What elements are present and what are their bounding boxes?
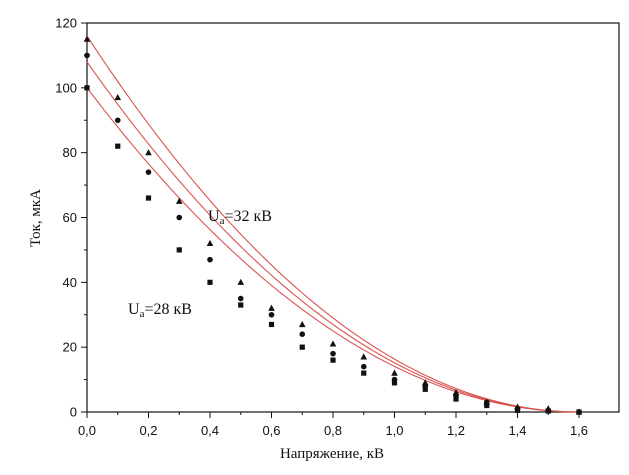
square-marker	[514, 407, 521, 413]
x-tick-label: 1,0	[385, 423, 403, 438]
circle-marker	[360, 363, 367, 370]
x-tick-label: 0,8	[324, 423, 342, 438]
triangle-marker	[329, 340, 337, 347]
square-marker	[484, 402, 490, 409]
triangle-marker	[268, 304, 275, 311]
circle-marker	[84, 52, 90, 59]
circle-marker	[237, 295, 244, 302]
circle-marker	[114, 117, 121, 124]
triangle-marker	[83, 35, 91, 42]
fit-curve-circle	[86, 61, 580, 413]
x-tick-label: 1,6	[570, 423, 588, 438]
fit-curve-triangle	[86, 35, 580, 413]
triangle-marker	[391, 369, 398, 376]
y-tick-label: 100	[55, 80, 77, 95]
square-marker	[238, 302, 244, 308]
square-marker	[145, 195, 152, 201]
triangle-marker	[114, 93, 122, 101]
circle-marker	[176, 214, 183, 221]
circle-marker	[268, 311, 275, 318]
annotation-32kv: Ua=32 кВ	[208, 208, 272, 227]
square-marker	[115, 143, 121, 149]
square-marker	[330, 357, 336, 363]
x-tick-label: 0,2	[139, 423, 157, 438]
annotation-32kv-main: U	[208, 208, 220, 225]
square-marker	[453, 396, 459, 402]
y-axis-title: Ток, мкА	[28, 189, 44, 247]
circle-marker	[299, 331, 306, 338]
triangle-marker	[237, 278, 245, 285]
square-marker	[545, 408, 551, 414]
square-marker	[422, 386, 428, 392]
annotation-32kv-sub: a	[220, 215, 225, 227]
square-marker	[576, 409, 582, 415]
fit-curve-square	[86, 87, 580, 413]
circle-marker	[145, 169, 152, 175]
plot-frame	[86, 22, 620, 413]
triangle-marker	[360, 353, 368, 360]
annotation-32kv-rest: =32 кВ	[224, 208, 271, 225]
y-tick-label: 0	[70, 405, 77, 420]
data-markers	[83, 35, 583, 415]
triangle-marker	[206, 239, 214, 247]
y-tick-label: 60	[63, 210, 77, 225]
circle-marker	[330, 350, 336, 357]
triangle-marker	[145, 149, 152, 156]
annotation-28kv: Ua=28 кВ	[128, 301, 192, 320]
y-tick-label: 40	[63, 275, 77, 290]
square-marker	[207, 279, 213, 285]
x-tick-label: 1,2	[447, 423, 465, 438]
annotation-28kv-main: U	[128, 301, 140, 318]
annotation-28kv-sub: a	[140, 308, 145, 320]
circle-marker	[207, 256, 213, 263]
x-axis-title: Напряжение, кВ	[280, 446, 384, 462]
square-marker	[84, 85, 90, 91]
fit-curves	[86, 35, 580, 413]
x-tick-label: 0,6	[262, 423, 280, 438]
square-marker	[176, 247, 182, 253]
square-marker	[391, 380, 398, 386]
triangle-marker	[175, 197, 183, 204]
x-tick-label: 0,4	[201, 423, 219, 438]
square-marker	[361, 370, 367, 376]
y-tick-label: 20	[63, 340, 77, 355]
triangle-marker	[298, 320, 306, 328]
y-tick-label: 120	[55, 16, 77, 31]
square-marker	[299, 344, 305, 350]
x-tick-label: 0,0	[78, 423, 96, 438]
x-tick-label: 1,4	[508, 423, 526, 438]
annotation-28kv-rest: =28 кВ	[144, 301, 191, 318]
y-axis-ticks: 0 20 40 60 80 100 120	[55, 16, 87, 420]
x-axis-ticks: 0,0 0,2 0,4 0,6 0,8 1,0 1,2 1,4 1,6	[78, 412, 588, 438]
square-marker	[268, 321, 275, 328]
y-tick-label: 80	[63, 145, 77, 160]
